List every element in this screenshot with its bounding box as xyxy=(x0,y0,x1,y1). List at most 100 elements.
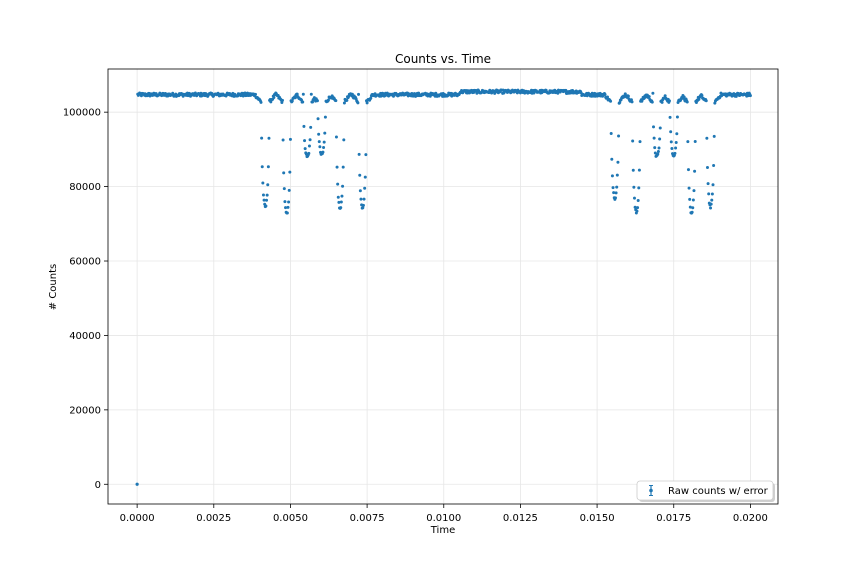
data-point xyxy=(610,157,614,161)
data-point xyxy=(261,181,265,185)
data-point xyxy=(339,200,343,204)
data-point xyxy=(286,205,290,209)
x-tick-label: 0.0150 xyxy=(580,513,615,524)
data-point xyxy=(705,166,709,170)
data-point xyxy=(284,206,288,210)
data-point xyxy=(637,168,641,172)
data-point xyxy=(612,191,616,195)
x-axis-label: Time xyxy=(430,525,455,536)
data-point xyxy=(341,184,345,188)
data-point xyxy=(618,100,622,104)
data-point xyxy=(556,91,560,95)
legend-marker-icon xyxy=(649,485,653,496)
x-tick-label: 0.0125 xyxy=(503,513,538,524)
data-point xyxy=(357,92,361,96)
legend-box xyxy=(636,480,774,501)
data-point xyxy=(363,186,367,190)
data-point xyxy=(265,198,269,202)
data-point xyxy=(287,188,291,192)
data-point xyxy=(650,100,654,104)
data-point xyxy=(610,174,614,178)
data-point xyxy=(309,125,313,129)
data-point xyxy=(632,196,636,200)
data-point xyxy=(316,117,320,121)
data-point xyxy=(336,182,340,186)
data-point xyxy=(345,98,349,102)
data-point xyxy=(339,206,343,210)
data-point xyxy=(322,140,326,144)
data-point xyxy=(321,150,325,154)
x-axis-ticks: 0.0000 0.0025 0.0050 0.0075 0.0100 0.0125 0.01… xyxy=(120,504,768,524)
data-point xyxy=(311,100,315,104)
y-tick-label: 40000 xyxy=(69,331,101,342)
data-point xyxy=(281,138,285,142)
data-point xyxy=(295,92,299,96)
data-point xyxy=(609,99,613,103)
data-point xyxy=(693,169,697,173)
data-point xyxy=(658,137,662,141)
data-point xyxy=(705,136,709,140)
data-point xyxy=(673,151,677,155)
data-point xyxy=(609,132,613,136)
data-point xyxy=(687,186,691,190)
data-point xyxy=(669,140,673,144)
data-point xyxy=(656,150,660,154)
data-point xyxy=(361,206,365,210)
data-point xyxy=(334,99,338,103)
data-point xyxy=(709,206,713,210)
data-point xyxy=(658,126,662,130)
data-point xyxy=(358,173,362,177)
data-point xyxy=(651,91,655,95)
data-point xyxy=(334,135,338,139)
data-point xyxy=(635,209,639,213)
data-point xyxy=(704,99,708,103)
data-point xyxy=(337,200,341,204)
x-tick-label: 0.0175 xyxy=(656,513,691,524)
data-point xyxy=(318,145,322,149)
data-point xyxy=(606,95,610,99)
data-point xyxy=(285,211,289,215)
data-point xyxy=(262,198,266,202)
data-point xyxy=(282,187,286,191)
data-point xyxy=(653,146,657,150)
data-point xyxy=(615,173,619,177)
data-point xyxy=(364,153,368,157)
data-point xyxy=(287,200,291,204)
x-tick-label: 0.0100 xyxy=(426,513,461,524)
data-point xyxy=(710,198,714,202)
data-point xyxy=(603,93,607,97)
y-tick-label: 100000 xyxy=(63,108,101,119)
data-point xyxy=(709,202,713,206)
data-point xyxy=(626,94,630,98)
data-point xyxy=(712,134,716,138)
data-point xyxy=(301,100,305,104)
data-point xyxy=(317,132,321,136)
data-point xyxy=(326,98,330,102)
data-point xyxy=(341,165,345,169)
data-point xyxy=(615,185,619,189)
data-point xyxy=(307,151,311,155)
y-tick-label: 80000 xyxy=(69,182,101,193)
data-point xyxy=(636,206,640,210)
data-point xyxy=(616,160,620,164)
x-tick-label: 0.0200 xyxy=(733,513,768,524)
data-point xyxy=(707,192,711,196)
data-point xyxy=(632,185,636,189)
y-tick-label: 20000 xyxy=(69,405,101,416)
data-point xyxy=(260,136,264,140)
data-point xyxy=(686,140,690,144)
y-tick-label: 60000 xyxy=(69,257,101,268)
data-point xyxy=(631,139,635,143)
data-point xyxy=(362,197,366,201)
data-point xyxy=(323,131,327,135)
data-point xyxy=(611,186,615,190)
data-points xyxy=(135,88,752,486)
data-point xyxy=(638,140,642,144)
data-point xyxy=(748,94,752,98)
data-point xyxy=(656,152,660,156)
data-point xyxy=(369,96,373,100)
data-point xyxy=(692,189,696,193)
data-point xyxy=(288,170,292,174)
data-point xyxy=(691,206,695,210)
data-point xyxy=(280,98,284,102)
